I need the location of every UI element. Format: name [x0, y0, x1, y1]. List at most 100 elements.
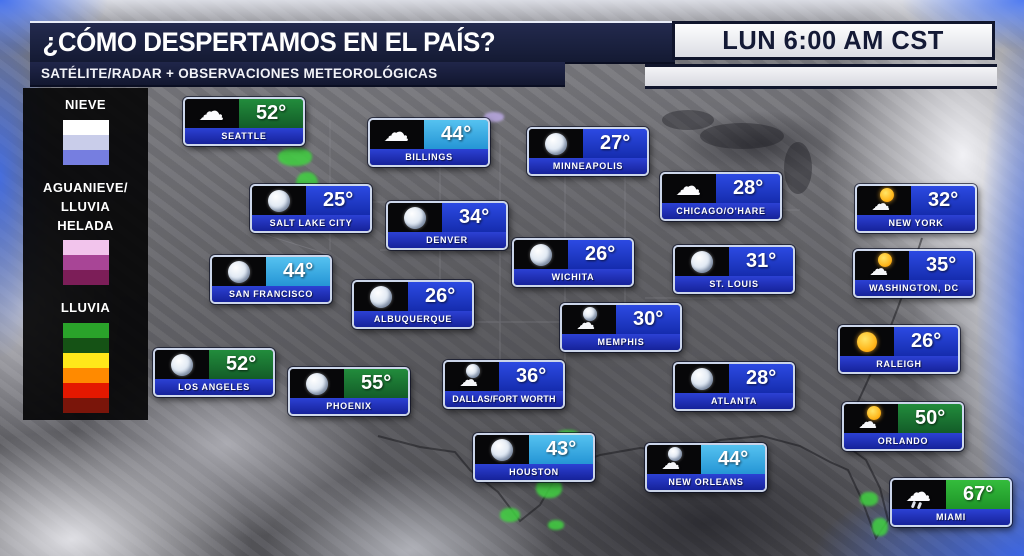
city-name-bar: MEMPHIS — [562, 334, 680, 350]
temperature-cell: 36° — [499, 362, 563, 391]
city-label-top-row: 26° — [354, 282, 472, 311]
temperature-cell: 26° — [894, 327, 958, 356]
temperature-value: 50° — [915, 407, 946, 429]
temperature-cell: 35° — [909, 251, 973, 280]
temperature-cell: 43° — [529, 435, 593, 464]
legend-section-label: NIEVE — [64, 97, 106, 112]
weather-icon-cell: ☁ — [857, 186, 912, 215]
weather-icon-cell: ☁ — [892, 480, 947, 509]
city-label-chicago-ohare: ☁ 28° CHICAGO/O'HARE — [660, 172, 782, 221]
city-label-orlando: ☁ 50° ORLANDO — [842, 402, 964, 451]
legend-color-swatch — [62, 134, 109, 150]
temperature-cell: 55° — [344, 369, 408, 398]
weather-icon-cell: ☁ — [855, 251, 910, 280]
radar-echo — [548, 520, 564, 530]
temperature-value: 25° — [323, 189, 354, 211]
city-name: MEMPHIS — [597, 337, 645, 347]
moon-icon — [366, 284, 396, 310]
temperature-value: 44° — [718, 448, 749, 470]
legend-color-swatch — [62, 353, 109, 369]
city-label-new-york: ☁ 32° NEW YORK — [855, 184, 977, 233]
city-name: MINNEAPOLIS — [552, 161, 624, 171]
city-name: RALEIGH — [876, 359, 922, 369]
city-name-bar: SALT LAKE CITY — [252, 215, 370, 231]
temperature-value: 26° — [585, 243, 616, 265]
legend-color-swatch — [62, 383, 109, 399]
header-accent-strip — [645, 64, 997, 89]
legend-swatches — [62, 323, 109, 414]
cloud-icon: ☁ — [675, 172, 702, 202]
city-label-memphis: ☁ 30° MEMPHIS — [560, 303, 682, 352]
temperature-cell: 25° — [306, 186, 370, 215]
weather-icon-cell — [475, 435, 530, 464]
subtitle-bar: SATÉLITE/RADAR + OBSERVACIONES METEOROLÓ… — [30, 62, 565, 87]
legend-color-swatch — [62, 323, 109, 339]
city-name-bar: BILLINGS — [370, 149, 488, 165]
city-label-top-row: ☁ 35° — [855, 251, 973, 280]
city-label-top-row: ☁ 50° — [844, 404, 962, 433]
temperature-cell: 44° — [424, 120, 488, 149]
city-label-top-row: 43° — [475, 435, 593, 464]
legend-color-swatch — [62, 398, 109, 414]
city-label-denver: 34° DENVER — [386, 201, 508, 250]
city-label-salt-lake-city: 25° SALT LAKE CITY — [250, 184, 372, 233]
city-label-top-row: ☁ 67° — [892, 480, 1010, 509]
legend-color-swatch — [62, 270, 109, 286]
weather-icon-cell — [675, 364, 730, 393]
city-name: WICHITA — [551, 272, 595, 282]
city-name: ST. LOUIS — [709, 279, 759, 289]
city-label-top-row: 25° — [252, 186, 370, 215]
temperature-cell: 44° — [701, 445, 765, 474]
city-name-bar: SEATTLE — [185, 128, 303, 144]
weather-icon-cell — [354, 282, 409, 311]
city-name: CHICAGO/O'HARE — [676, 206, 766, 216]
city-label-raleigh: 26° RALEIGH — [838, 325, 960, 374]
precipitation-legend: NIEVE AGUANIEVE/ LLUVIA HELADA LLUVIA — [23, 88, 148, 420]
moon-icon — [487, 437, 517, 463]
headline-title: ¿CÓMO DESPERTAMOS EN EL PAÍS? — [42, 27, 496, 57]
temperature-value: 44° — [441, 123, 472, 145]
temperature-value: 35° — [926, 254, 957, 276]
temperature-cell: 52° — [209, 350, 273, 379]
city-label-dallas-fw: ☁ 36° DALLAS/FORT WORTH — [443, 360, 565, 409]
cloud-icon: ☁ — [198, 97, 225, 127]
city-name: LOS ANGELES — [178, 382, 250, 392]
temperature-value: 28° — [746, 367, 777, 389]
temperature-value: 32° — [928, 189, 959, 211]
legend-section-label: AGUANIEVE/ LLUVIA HELADA — [43, 179, 128, 233]
subtitle-text: SATÉLITE/RADAR + OBSERVACIONES METEOROLÓ… — [41, 66, 438, 81]
city-name-bar: NEW YORK — [857, 215, 975, 231]
weather-icon-cell: ☁ — [445, 362, 500, 391]
moon-cloud-icon: ☁ — [574, 306, 604, 333]
legend-section: LLUVIA — [61, 299, 110, 414]
moon-icon — [264, 188, 294, 214]
headline-bar: ¿CÓMO DESPERTAMOS EN EL PAÍS? — [30, 21, 675, 64]
temperature-value: 36° — [516, 365, 547, 387]
legend-color-swatch — [62, 119, 109, 135]
city-name: DENVER — [426, 235, 468, 245]
legend-color-swatch — [62, 338, 109, 354]
temperature-value: 26° — [425, 285, 456, 307]
city-name-bar: ALBUQUERQUE — [354, 311, 472, 327]
temperature-value: 34° — [459, 206, 490, 228]
city-label-top-row: ☁ 30° — [562, 305, 680, 334]
moon-icon — [526, 242, 556, 268]
timestamp-text: LUN 6:00 AM CST — [722, 25, 945, 55]
city-label-top-row: 34° — [388, 203, 506, 232]
radar-echo — [536, 478, 562, 498]
temperature-value: 26° — [911, 330, 942, 352]
city-name: NEW ORLEANS — [668, 477, 744, 487]
city-name-bar: CHICAGO/O'HARE — [662, 203, 780, 219]
temperature-cell: 67° — [946, 480, 1010, 509]
sun-cloud-icon: ☁ — [869, 187, 899, 214]
temperature-cell: 44° — [266, 257, 330, 286]
city-name: ALBUQUERQUE — [373, 314, 453, 324]
temperature-value: 52° — [226, 353, 257, 375]
city-name-bar: RALEIGH — [840, 356, 958, 372]
weather-icon-cell — [212, 257, 267, 286]
temperature-value: 55° — [361, 372, 392, 394]
weather-icon-cell — [252, 186, 307, 215]
city-label-top-row: 44° — [212, 257, 330, 286]
radar-echo — [278, 148, 312, 166]
